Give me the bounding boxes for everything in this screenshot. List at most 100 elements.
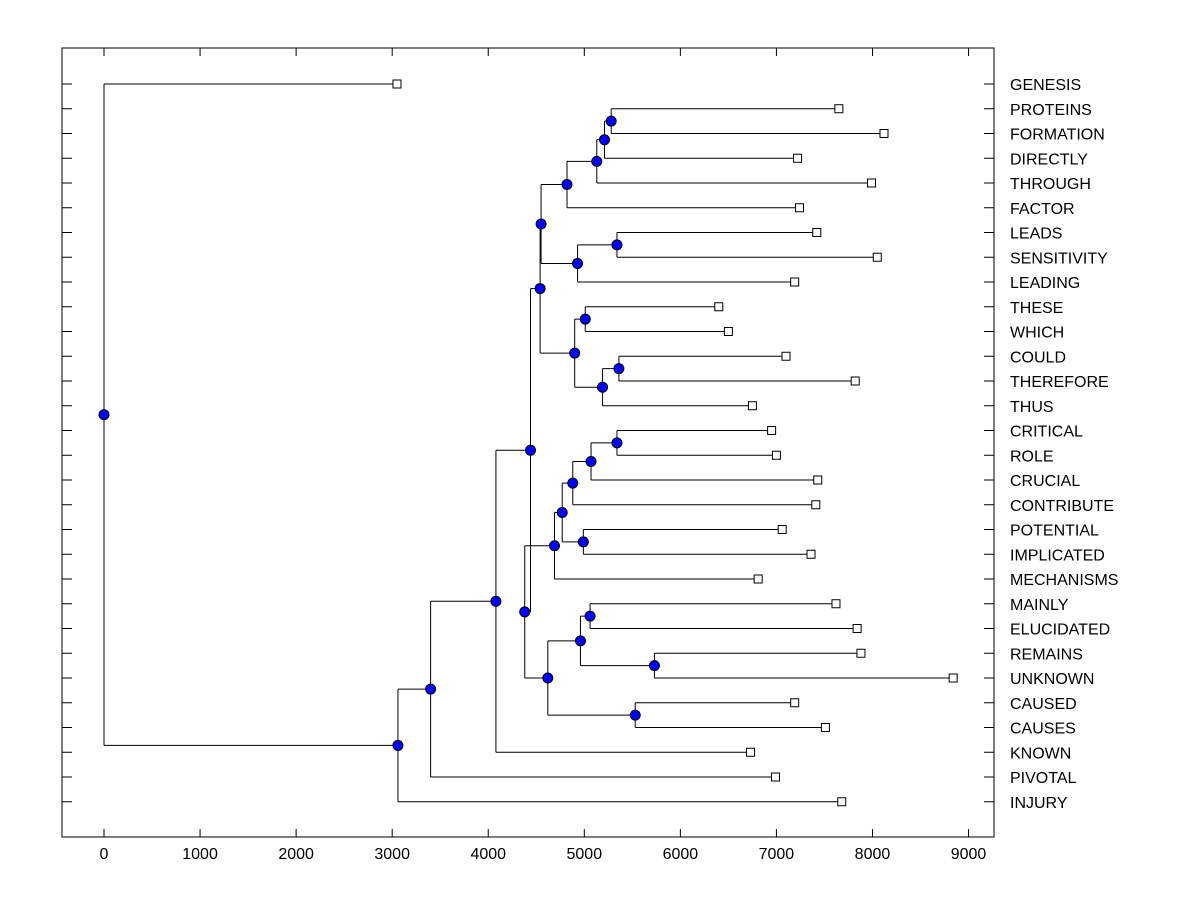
leaf-label-unknown: UNKNOWN (1010, 671, 1094, 688)
merge-node (574, 635, 586, 647)
merge-node (579, 313, 591, 325)
x-tick-label: 2000 (278, 846, 314, 863)
leaf-label-therefore: THEREFORE (1010, 374, 1109, 391)
leaf-label-injury: INJURY (1010, 795, 1068, 812)
leaf-labels: GENESIS PROTEINS FORMATION DIRECTLY THROUGH F… (1010, 77, 1118, 812)
merge-node (613, 363, 625, 375)
x-tick-label: 6000 (663, 846, 699, 863)
merge-node (611, 437, 623, 449)
leaf-marker-crucial (813, 475, 823, 485)
merge-node (598, 134, 610, 146)
leaf-marker-unknown (948, 673, 958, 683)
merge-node (556, 506, 568, 518)
merge-node (648, 660, 660, 672)
merge-node (549, 540, 561, 552)
leaf-label-potential: POTENTIAL (1010, 523, 1099, 540)
leaf-label-mechanisms: MECHANISMS (1010, 572, 1118, 589)
leaf-label-factor: FACTOR (1010, 201, 1075, 218)
leaf-label-critical: CRITICAL (1010, 424, 1083, 441)
merge-node (98, 409, 110, 421)
leaf-label-causes: CAUSES (1010, 721, 1076, 738)
leaf-marker-which (723, 327, 733, 336)
x-tick-label: 4000 (470, 846, 506, 863)
leaf-label-which: WHICH (1010, 325, 1064, 342)
x-tick-label: 8000 (855, 846, 891, 863)
merge-nodes (98, 115, 660, 751)
leaf-marker-leads (812, 228, 822, 237)
leaf-marker-pivotal (770, 772, 780, 782)
leaf-label-known: KNOWN (1010, 745, 1071, 762)
leaf-label-crucial: CRUCIAL (1010, 473, 1080, 490)
leaf-marker-sensitivity (872, 252, 882, 262)
leaf-label-caused: CAUSED (1010, 696, 1077, 713)
leaf-label-leads: LEADS (1010, 226, 1062, 243)
leaf-label-role: ROLE (1010, 448, 1054, 465)
plot-frame (61, 47, 995, 838)
leaf-label-leading: LEADING (1010, 275, 1080, 292)
leaf-marker-proteins (834, 104, 844, 114)
leaf-marker-these (714, 302, 724, 312)
merge-node (611, 239, 623, 251)
x-tick-label: 3000 (374, 846, 410, 863)
merge-node (585, 455, 597, 467)
merge-node (561, 179, 573, 191)
leaf-marker-elucidated (852, 624, 862, 633)
x-tick-label: 9000 (951, 846, 987, 863)
leaf-label-proteins: PROTEINS (1010, 102, 1092, 119)
leaf-marker-caused (790, 698, 800, 708)
merge-node (567, 477, 579, 489)
merge-node (542, 672, 554, 684)
merge-node (572, 257, 584, 269)
merge-node (605, 115, 617, 127)
leaf-marker-mainly (831, 599, 841, 609)
leaf-marker-factor (794, 203, 804, 213)
leaf-marker-implicated (806, 549, 816, 559)
leaf-label-these: THESE (1010, 300, 1063, 317)
leaf-label-formation: FORMATION (1010, 127, 1105, 144)
leaf-label-through: THROUGH (1010, 176, 1091, 193)
leaf-label-directly: DIRECTLY (1010, 151, 1088, 168)
leaf-marker-through (867, 178, 877, 188)
leaf-marker-remains (856, 648, 866, 658)
leaf-label-thus: THUS (1010, 399, 1054, 416)
merge-node (519, 606, 531, 618)
leaf-marker-mechanisms (753, 574, 763, 584)
merge-node (591, 155, 603, 167)
leaf-markers (392, 79, 958, 807)
merge-node (535, 218, 547, 230)
leaf-marker-critical (767, 426, 777, 435)
leaf-label-remains: REMAINS (1010, 646, 1083, 663)
leaf-label-implicated: IMPLICATED (1010, 547, 1105, 564)
leaf-label-genesis: GENESIS (1010, 77, 1081, 94)
merge-node (629, 709, 641, 721)
leaf-marker-genesis (392, 79, 402, 89)
leaf-marker-therefore (850, 376, 860, 386)
leaf-label-pivotal: PIVOTAL (1010, 770, 1076, 787)
merge-node (577, 536, 589, 548)
leaf-marker-formation (879, 129, 889, 138)
leaf-label-elucidated: ELUCIDATED (1010, 622, 1110, 639)
x-axis: 0 1000 2000 3000 4000 5000 6000 7000 8000 9000 (100, 48, 987, 863)
merge-node (597, 381, 609, 393)
x-tick-label: 1000 (182, 846, 218, 863)
leaf-marker-could (781, 351, 791, 361)
merge-node (425, 683, 437, 695)
merge-node (490, 595, 502, 607)
leaf-marker-thus (747, 401, 757, 411)
leaf-marker-injury (837, 797, 847, 807)
leaf-label-could: COULD (1010, 349, 1066, 366)
leaf-marker-known (745, 747, 755, 757)
x-tick-label: 0 (100, 846, 109, 863)
y-tick-marks (62, 83, 994, 803)
leaf-marker-causes (820, 723, 830, 732)
leaf-marker-role (771, 450, 781, 460)
leaf-marker-contribute (811, 500, 821, 510)
leaf-marker-leading (790, 277, 800, 287)
leaf-label-contribute: CONTRIBUTE (1010, 498, 1114, 515)
leaf-label-sensitivity: SENSITIVITY (1010, 250, 1108, 267)
x-tick-label: 5000 (567, 846, 603, 863)
merge-node (534, 283, 546, 295)
merge-node (392, 739, 404, 751)
merge-node (569, 347, 581, 359)
